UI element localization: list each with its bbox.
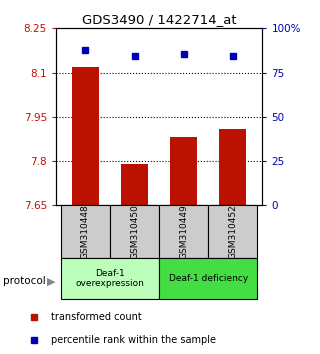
Bar (72, 67, 99, 205)
Text: GSM310448: GSM310448 (81, 205, 90, 259)
Text: transformed count: transformed count (51, 312, 142, 322)
Text: protocol: protocol (3, 276, 46, 286)
Text: ▶: ▶ (47, 276, 56, 286)
Text: GSM310449: GSM310449 (179, 205, 188, 259)
Text: GSM310452: GSM310452 (228, 205, 237, 259)
Title: GDS3490 / 1422714_at: GDS3490 / 1422714_at (82, 13, 236, 26)
Bar (110, 205, 159, 258)
Bar (159, 205, 208, 258)
Bar (61, 258, 159, 299)
Bar (61, 205, 110, 258)
Bar (220, 129, 246, 205)
Text: Deaf-1 deficiency: Deaf-1 deficiency (169, 274, 248, 283)
Text: GSM310450: GSM310450 (130, 204, 139, 259)
Text: percentile rank within the sample: percentile rank within the sample (51, 335, 216, 346)
Bar (159, 258, 258, 299)
Text: Deaf-1
overexpression: Deaf-1 overexpression (76, 269, 145, 289)
Bar (170, 137, 197, 205)
Bar (208, 205, 258, 258)
Bar (121, 164, 148, 205)
